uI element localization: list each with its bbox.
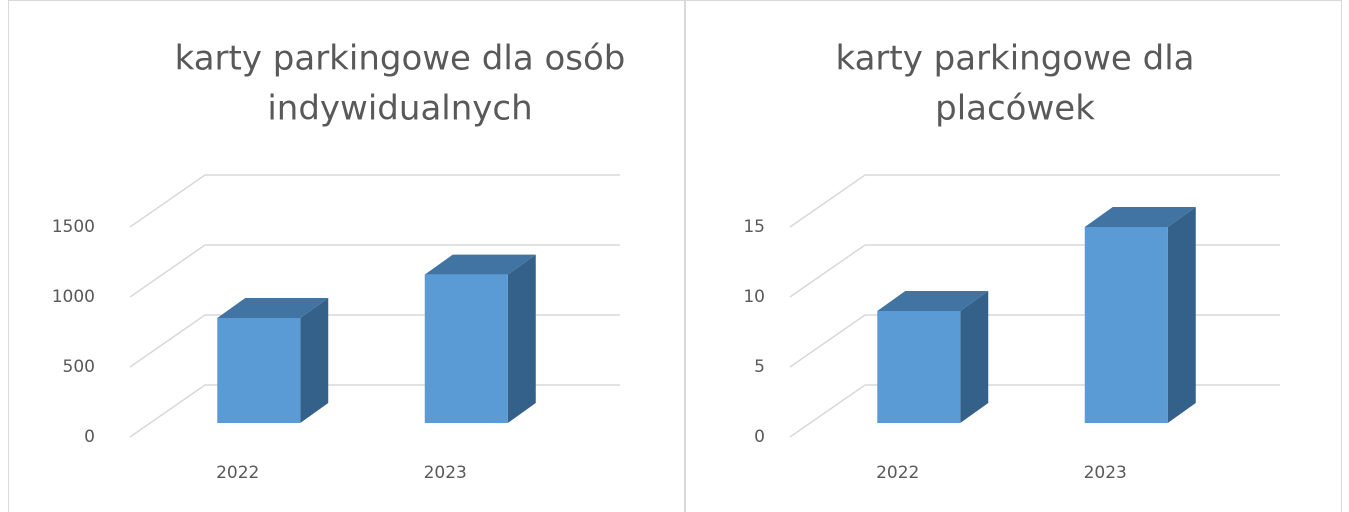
bar [877,311,961,423]
x-tick-label: 2022 [876,463,919,483]
bar [1084,227,1168,423]
bar-top [217,298,329,318]
bar-top [424,254,536,275]
bar-side [960,291,989,423]
grid-line [129,174,620,228]
bar-side [300,298,329,423]
y-tick-label: 15 [743,217,765,237]
x-tick-label: 2023 [1084,463,1127,483]
panel [8,0,685,512]
bar-top [877,291,989,311]
y-tick-label: 10 [743,287,765,307]
grid-line [129,244,620,298]
y-tick-label: 0 [754,427,765,447]
bar-side [507,254,536,423]
chart-title: placówek [935,89,1095,129]
y-tick-label: 500 [63,357,95,377]
bar [424,274,508,423]
grid-line [789,174,1280,228]
y-tick-label: 5 [754,357,765,377]
chart-title: karty parkingowe dla osób [175,39,626,79]
bar-side [1167,207,1196,423]
y-tick-label: 1000 [52,287,95,307]
panel [685,0,1342,512]
bar-top [1084,207,1196,227]
x-tick-label: 2022 [216,463,259,483]
x-tick-label: 2023 [424,463,467,483]
y-tick-label: 0 [84,427,95,447]
chart-title: karty parkingowe dla [835,39,1194,79]
y-tick-label: 1500 [52,217,95,237]
bar [217,318,301,423]
chart-title: indywidualnych [267,89,532,129]
